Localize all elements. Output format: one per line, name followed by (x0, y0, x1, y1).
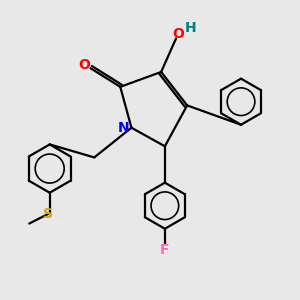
Text: F: F (160, 243, 170, 256)
Text: N: N (117, 121, 129, 135)
Text: O: O (78, 58, 90, 72)
Text: O: O (172, 27, 184, 41)
Text: H: H (184, 21, 196, 35)
Text: S: S (43, 207, 53, 221)
